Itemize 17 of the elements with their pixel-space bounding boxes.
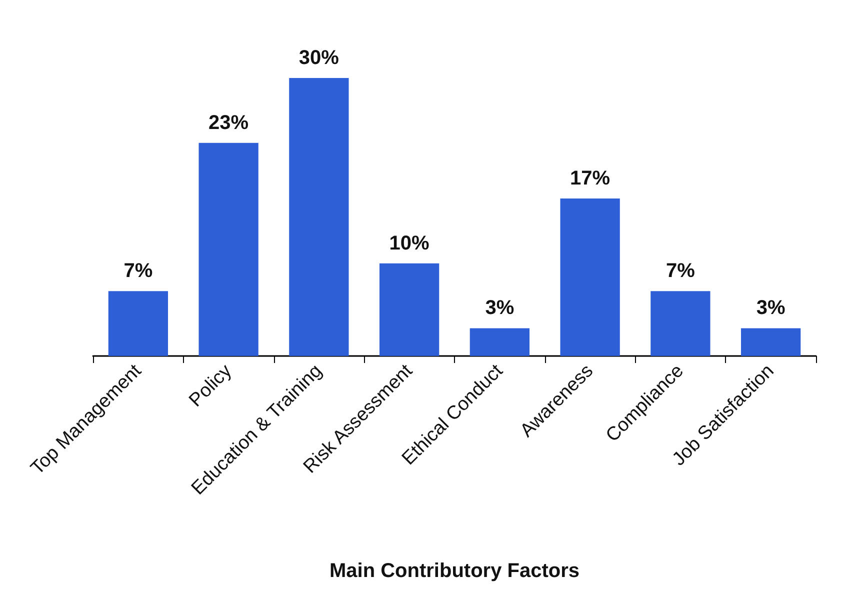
data-label: 3% bbox=[485, 297, 514, 320]
bar bbox=[650, 291, 710, 356]
bar bbox=[289, 78, 349, 356]
bar bbox=[379, 263, 440, 356]
data-label: 23% bbox=[208, 112, 249, 134]
bar bbox=[740, 328, 801, 356]
bar bbox=[198, 142, 258, 356]
data-label: 10% bbox=[389, 232, 430, 254]
bar bbox=[560, 198, 620, 356]
data-label: 7% bbox=[124, 260, 153, 282]
data-label: 3% bbox=[756, 297, 786, 320]
data-label: 30% bbox=[298, 47, 340, 69]
data-label: 7% bbox=[666, 260, 696, 282]
bar bbox=[108, 291, 168, 356]
bar bbox=[470, 328, 530, 356]
x-axis-title: Main Contributory Factors bbox=[329, 560, 580, 582]
data-label: 17% bbox=[570, 167, 610, 190]
